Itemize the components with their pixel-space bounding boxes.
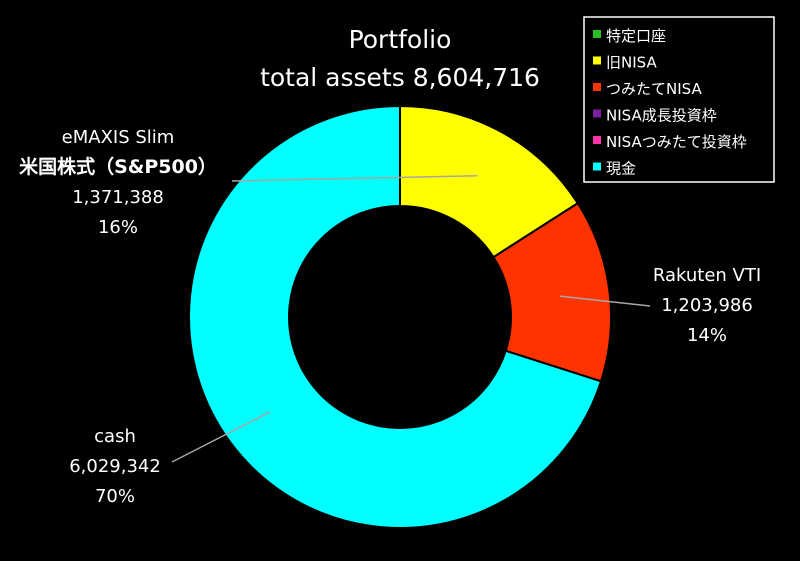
slice-label-rakuten-vti: Rakuten VTI 1,203,986 14% — [653, 265, 761, 346]
chart-title: Portfolio — [349, 25, 452, 54]
leader-lines — [171, 175, 651, 463]
legend-label: 旧NISA — [606, 54, 657, 72]
chart-subtitle-total: total assets 8,604,716 — [260, 63, 540, 92]
legend-label: つみたてNISA — [606, 80, 702, 98]
slice-value-label: 6,029,342 — [69, 456, 161, 477]
donut-slices — [188, 104, 612, 529]
slice-percent-label: 70% — [95, 486, 135, 507]
legend-swatch — [593, 109, 601, 118]
legend-label: NISAつみたて投資枠 — [606, 133, 747, 151]
slice-value-label: 1,371,388 — [72, 187, 164, 208]
leader-line — [231, 175, 478, 182]
legend-label: 特定口座 — [606, 27, 666, 45]
leader-line — [171, 411, 271, 463]
legend-swatch — [593, 136, 601, 144]
legend-swatch — [593, 162, 601, 171]
slice-percent-label: 16% — [98, 217, 138, 238]
legend-swatch — [593, 56, 601, 65]
legend-label: NISA成長投資枠 — [606, 107, 717, 125]
donut-slice — [399, 104, 580, 259]
slice-label-emaxis: eMAXIS Slim 米国株式（S&P500） 1,371,388 16% — [19, 127, 217, 238]
legend-swatch — [593, 83, 601, 91]
legend-label: 現金 — [606, 160, 636, 178]
slice-label-line: cash — [94, 426, 136, 447]
slice-label-line: eMAXIS Slim — [62, 127, 175, 148]
legend-swatch — [593, 30, 601, 38]
donut-slice — [188, 104, 603, 529]
slice-label-cash: cash 6,029,342 70% — [69, 426, 161, 507]
slice-label-line: Rakuten VTI — [653, 265, 761, 286]
slice-label-line: 米国株式（S&P500） — [19, 155, 217, 178]
slice-percent-label: 14% — [687, 325, 727, 346]
legend-box — [583, 16, 775, 183]
leader-line — [559, 295, 651, 307]
slice-value-label: 1,203,986 — [661, 295, 753, 316]
